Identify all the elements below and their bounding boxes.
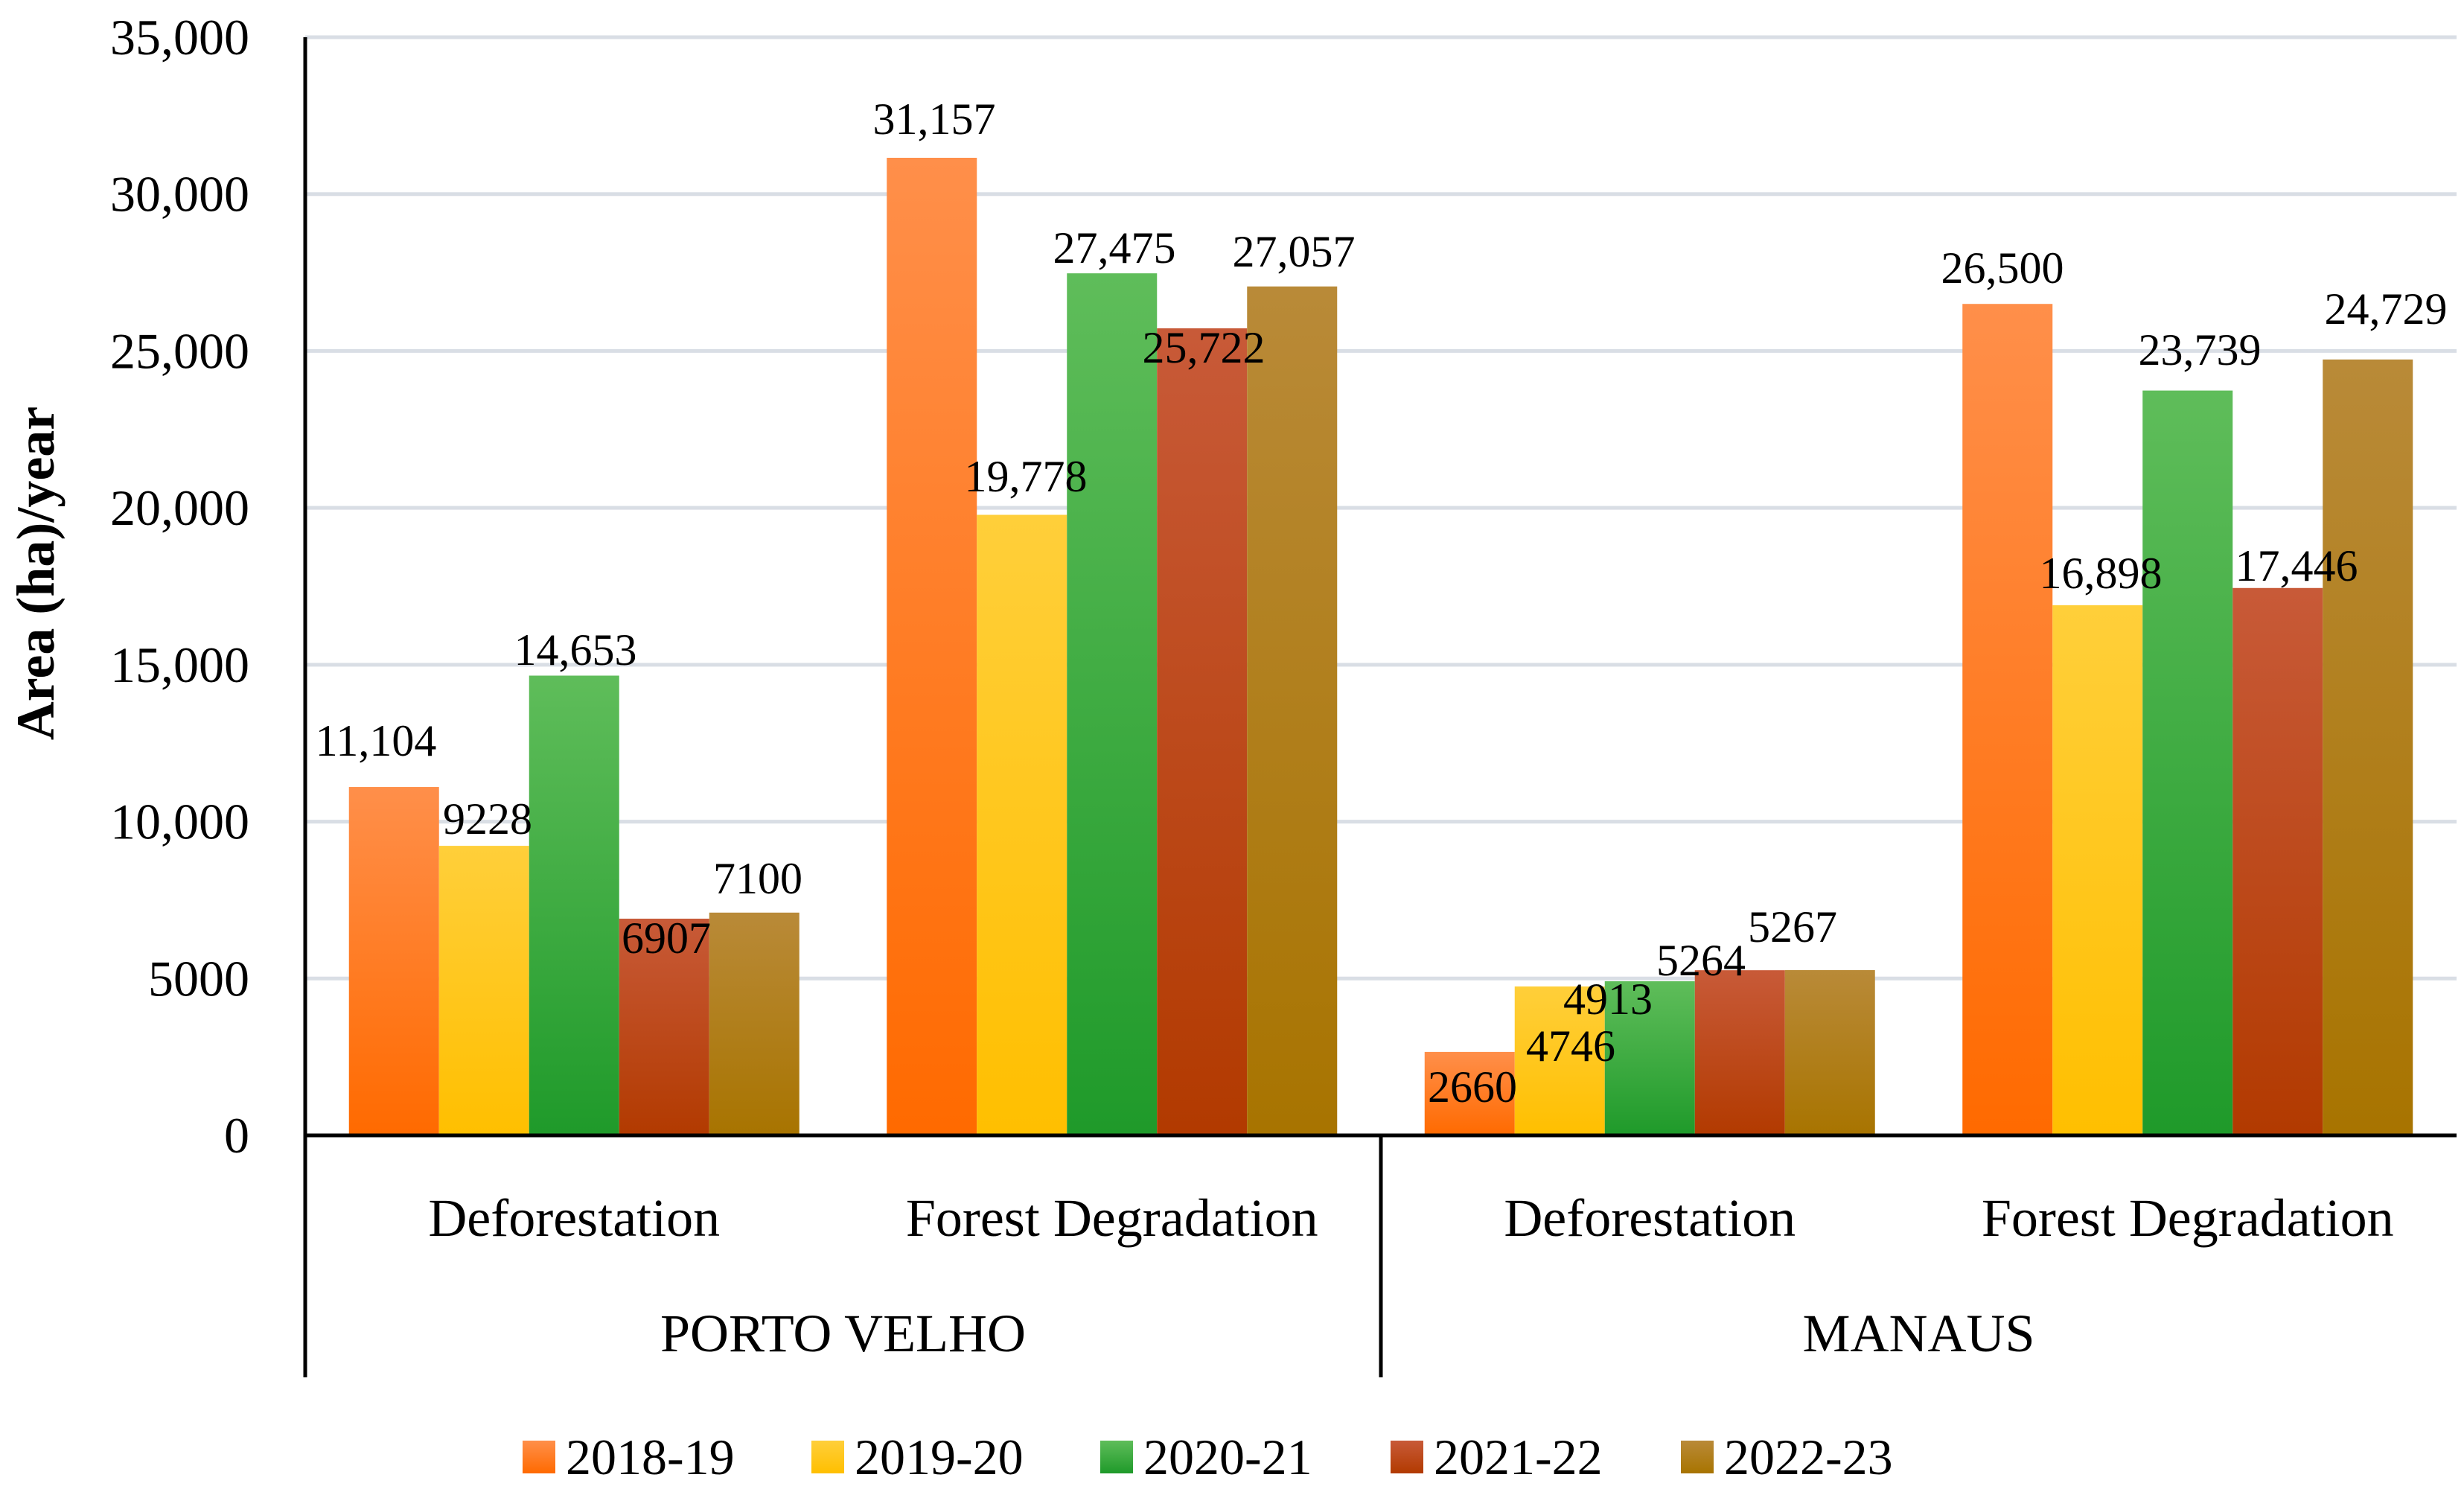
data-label: 19,778	[965, 452, 1088, 501]
data-label: 27,475	[1053, 223, 1176, 272]
bar-2022-23	[2323, 359, 2413, 1136]
data-label: 7100	[713, 854, 802, 903]
legend-label: 2022-23	[1724, 1429, 1893, 1485]
data-label: 9228	[443, 794, 532, 844]
y-tick-label: 20,000	[110, 479, 249, 536]
legend-swatch	[1100, 1441, 1133, 1473]
x-category-label: Forest Degradation	[1982, 1188, 2394, 1248]
data-label: 4746	[1526, 1021, 1615, 1071]
bar-2019-20	[438, 846, 529, 1135]
legend-swatch	[523, 1441, 555, 1473]
legend-swatch	[811, 1441, 844, 1473]
bar-2021-22	[619, 918, 709, 1135]
data-label: 5264	[1656, 936, 1746, 985]
legend-label: 2020-21	[1143, 1429, 1312, 1485]
data-label: 23,739	[2139, 325, 2262, 374]
y-tick-label: 5000	[148, 950, 249, 1007]
bars	[348, 157, 2413, 1136]
y-tick-label: 30,000	[110, 166, 249, 223]
axes: 0 5000 10,000 15,000 20,000 25,000 30,000 35,00…	[110, 9, 2457, 1377]
y-tick-label: 15,000	[110, 637, 249, 693]
bar-2021-22	[2232, 587, 2323, 1135]
data-label: 5267	[1748, 902, 1837, 951]
x-group-label: PORTO VELHO	[660, 1304, 1026, 1363]
x-category-label: Forest Degradation	[906, 1188, 1318, 1248]
bar-2022-23	[1247, 286, 1338, 1135]
data-label: 17,446	[2235, 541, 2358, 590]
bar-2018-19	[348, 787, 439, 1135]
legend-label: 2018-19	[566, 1429, 735, 1485]
x-group-label: MANAUS	[1802, 1304, 2034, 1363]
x-category-label: Deforestation	[1504, 1188, 1796, 1248]
data-label: 11,104	[316, 716, 437, 765]
legend-swatch	[1391, 1441, 1423, 1473]
bar-2019-20	[1514, 986, 1605, 1135]
data-label: 6907	[622, 914, 711, 963]
data-label: 25,722	[1143, 323, 1265, 372]
data-label: 27,057	[1233, 227, 1356, 276]
bar-2022-23	[709, 912, 799, 1135]
y-tick-label: 25,000	[110, 322, 249, 379]
bar-2018-19	[1962, 304, 2053, 1135]
bar-2019-20	[2052, 605, 2143, 1135]
data-label: 24,729	[2325, 284, 2448, 334]
x-category-label: Deforestation	[428, 1188, 720, 1248]
bar-2018-19	[1424, 1051, 1515, 1135]
bar-2020-21	[2142, 390, 2233, 1135]
data-label: 26,500	[1941, 243, 2064, 293]
bar-2020-21	[1067, 273, 1158, 1135]
legend: 2018-19 2019-20 2020-21 2021-22 2022-23	[523, 1429, 1893, 1485]
bar-2020-21	[1604, 981, 1695, 1135]
bar-2018-19	[887, 157, 977, 1136]
legend-label: 2021-22	[1434, 1429, 1603, 1485]
data-label: 2660	[1428, 1062, 1517, 1112]
y-tick-label: 0	[224, 1107, 249, 1164]
gridlines	[305, 35, 2457, 981]
bar-2019-20	[977, 514, 1067, 1135]
y-axis-title: Area (ha)/year	[6, 407, 66, 741]
y-tick-label: 35,000	[110, 9, 249, 66]
bar-2021-22	[1157, 328, 1248, 1135]
y-tick-label: 10,000	[110, 794, 249, 850]
data-label: 14,653	[514, 625, 637, 675]
data-label: 31,157	[873, 95, 996, 144]
legend-label: 2019-20	[855, 1429, 1024, 1485]
data-label: 16,898	[2040, 549, 2163, 598]
bar-2020-21	[529, 675, 619, 1135]
legend-swatch	[1681, 1441, 1714, 1473]
bar-2022-23	[1784, 970, 1875, 1135]
data-labels: 11,104 31,157 2660 26,500 9228 19,778 4746 16,8…	[316, 95, 2448, 1112]
bar-2021-22	[1694, 970, 1785, 1135]
data-label: 4913	[1563, 975, 1653, 1024]
